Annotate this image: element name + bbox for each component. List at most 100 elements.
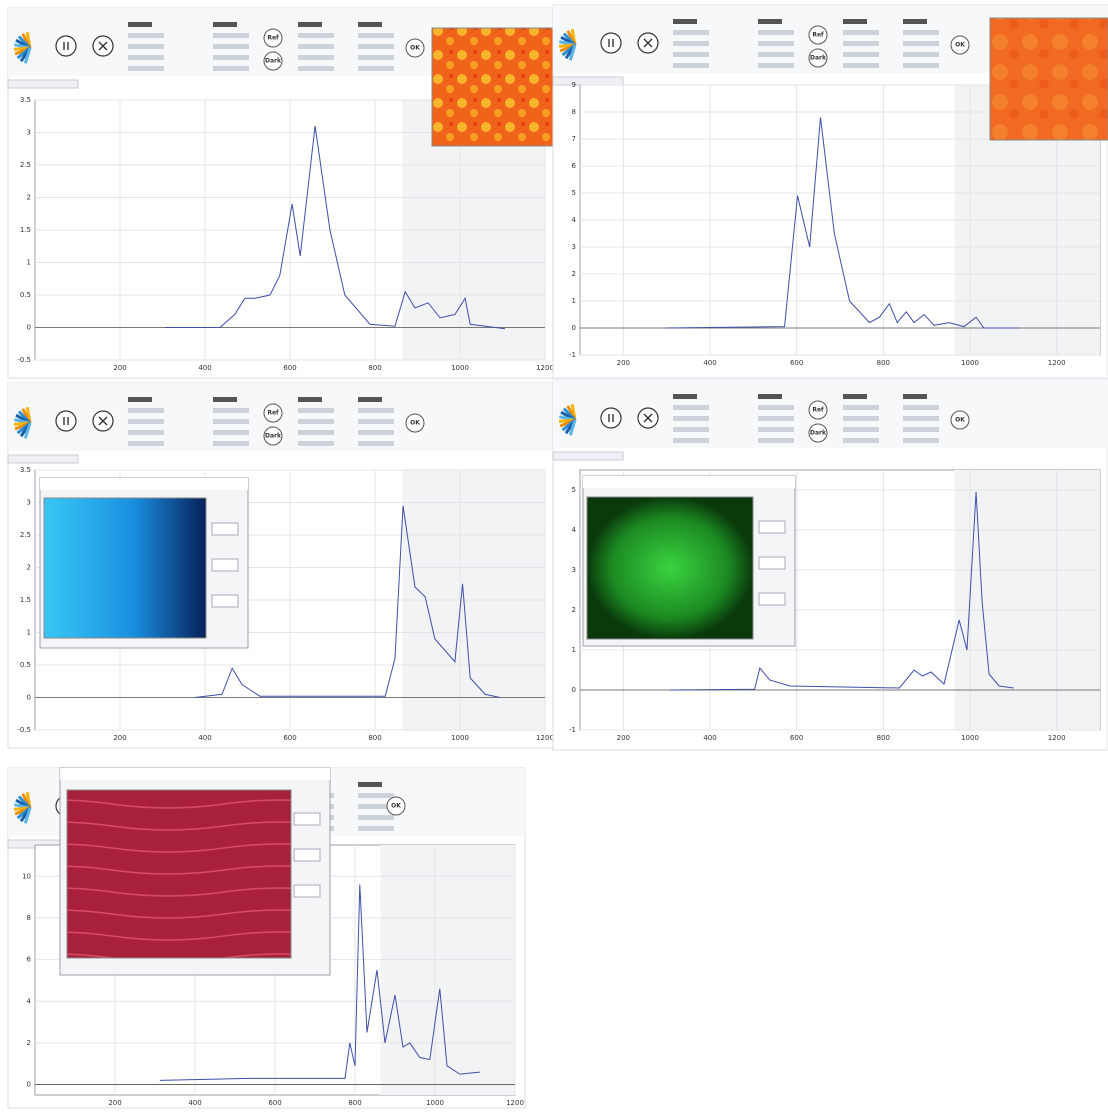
setting-field <box>128 66 164 71</box>
setting-field <box>758 30 794 35</box>
setting-field <box>673 427 709 432</box>
pause-button[interactable] <box>601 408 621 428</box>
y-tick-label: 1.5 <box>20 226 31 234</box>
setting-field <box>358 66 394 71</box>
x-tick-label: 400 <box>198 734 211 742</box>
y-tick-label: 2 <box>27 194 31 202</box>
tab-bar <box>553 77 623 85</box>
setting-field <box>128 441 164 446</box>
setting-field <box>903 416 939 421</box>
y-tick-label: 6 <box>27 956 32 964</box>
y-tick-label: 1 <box>27 629 31 637</box>
preview-button[interactable] <box>759 521 785 533</box>
x-tick-label: 200 <box>617 734 630 742</box>
y-tick-label: 0.5 <box>20 291 31 299</box>
preview-button[interactable] <box>294 813 320 825</box>
x-tick-label: 800 <box>368 364 381 372</box>
setting-field <box>358 430 394 435</box>
y-tick-label: 2 <box>572 606 576 614</box>
pause-button[interactable] <box>56 36 76 56</box>
y-tick-label: 1 <box>572 646 576 654</box>
setting-field <box>903 52 939 57</box>
setting-field <box>298 397 322 402</box>
preview-button[interactable] <box>294 849 320 861</box>
y-tick-label: 9 <box>572 81 576 89</box>
x-tick-label: 200 <box>108 1099 121 1107</box>
setting-field <box>903 41 939 46</box>
y-tick-label: -1 <box>569 726 576 734</box>
setting-field <box>128 408 164 413</box>
setting-field <box>673 63 709 68</box>
setting-field <box>843 438 879 443</box>
setting-field <box>673 394 697 399</box>
setting-field <box>758 19 782 24</box>
preview-button[interactable] <box>212 523 238 535</box>
y-tick-label: 0.5 <box>20 661 31 669</box>
preview-button[interactable] <box>759 557 785 569</box>
y-tick-label: 2.5 <box>20 161 31 169</box>
setting-field <box>213 44 249 49</box>
setting-field <box>758 416 794 421</box>
button-label: OK <box>410 45 420 52</box>
button-label: Dark <box>265 433 282 440</box>
tab-bar <box>553 452 623 460</box>
button-label: OK <box>391 803 401 810</box>
setting-field <box>843 405 879 410</box>
setting-field <box>358 793 394 798</box>
setting-field <box>213 441 249 446</box>
setting-field <box>843 52 879 57</box>
y-tick-label: 5 <box>572 486 576 494</box>
button-label: Ref <box>267 35 279 42</box>
tab-bar <box>8 455 78 463</box>
x-tick-label: 800 <box>348 1099 361 1107</box>
preview-titlebar <box>40 478 248 490</box>
setting-field <box>213 419 249 424</box>
setting-field <box>213 55 249 60</box>
setting-field <box>903 19 927 24</box>
preview-button[interactable] <box>212 595 238 607</box>
setting-field <box>758 405 794 410</box>
setting-field <box>298 441 334 446</box>
camera-image <box>44 498 206 638</box>
pause-button[interactable] <box>601 33 621 53</box>
button-label: OK <box>955 42 965 49</box>
tab-bar <box>8 80 78 88</box>
y-tick-label: 0 <box>572 324 576 332</box>
y-tick-label: 6 <box>572 162 577 170</box>
setting-field <box>358 782 382 787</box>
setting-field <box>213 22 237 27</box>
x-tick-label: 400 <box>198 364 211 372</box>
y-tick-label: 2 <box>27 1039 31 1047</box>
y-tick-label: 1 <box>27 259 31 267</box>
setting-field <box>673 416 709 421</box>
setting-field <box>903 405 939 410</box>
button-label: Dark <box>265 58 282 65</box>
y-tick-label: 0 <box>27 324 31 332</box>
y-tick-label: 4 <box>572 216 577 224</box>
button-label: Ref <box>812 32 824 39</box>
preview-button[interactable] <box>212 559 238 571</box>
preview-titlebar <box>583 476 795 488</box>
button-label: Ref <box>812 407 824 414</box>
y-tick-label: 4 <box>27 997 32 1005</box>
setting-field <box>673 405 709 410</box>
x-tick-label: 200 <box>113 734 126 742</box>
preview-button[interactable] <box>294 885 320 897</box>
setting-field <box>298 44 334 49</box>
pause-button[interactable] <box>56 411 76 431</box>
setting-field <box>673 52 709 57</box>
y-tick-label: 1 <box>572 297 576 305</box>
x-tick-label: 1200 <box>506 1099 524 1107</box>
setting-field <box>128 55 164 60</box>
setting-field <box>758 394 782 399</box>
setting-field <box>358 419 394 424</box>
x-tick-label: 1000 <box>451 734 469 742</box>
x-tick-label: 1200 <box>536 364 554 372</box>
setting-field <box>843 19 867 24</box>
camera-image <box>67 790 291 958</box>
setting-field <box>128 397 152 402</box>
x-tick-label: 600 <box>790 359 803 367</box>
x-tick-label: 1200 <box>1048 359 1066 367</box>
y-tick-label: 2.5 <box>20 531 31 539</box>
preview-button[interactable] <box>759 593 785 605</box>
